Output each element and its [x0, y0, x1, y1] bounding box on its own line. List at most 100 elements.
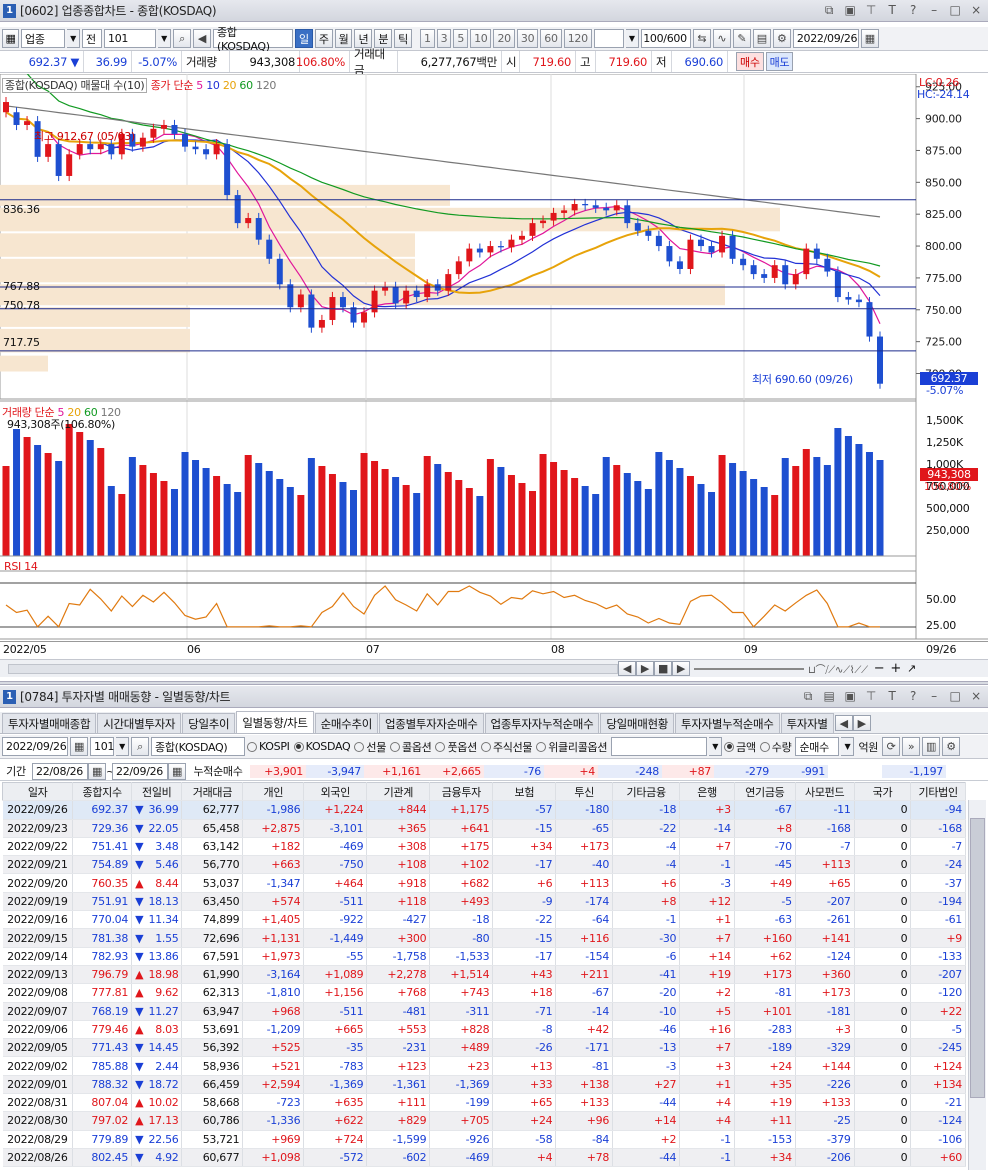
period-year-button[interactable]: 년 [354, 29, 373, 48]
font-icon[interactable]: T [888, 3, 896, 17]
column-header[interactable]: 기관계 [366, 781, 431, 802]
next-icon[interactable]: » [902, 737, 921, 756]
help-icon[interactable]: ? [909, 689, 917, 703]
link-icon[interactable]: ⧉ [824, 3, 834, 17]
table-row[interactable]: 2022/09/07 768.19 ▼ 11.27 63,947 +968 -511 -481… [2, 1002, 966, 1021]
column-header[interactable]: 개인 [242, 781, 305, 802]
period-from-input[interactable]: 22/08/26 [32, 762, 88, 780]
print-icon[interactable]: ▤ [823, 689, 835, 703]
market-select[interactable]: 업종 [21, 29, 65, 48]
minimize-icon[interactable]: – [931, 3, 937, 17]
chevron-down-icon[interactable]: ▼ [625, 29, 639, 48]
tab-intraday-trend[interactable]: 당일추이 [182, 713, 236, 733]
radio-weekly-call[interactable]: 위클리콜옵션 [536, 739, 607, 755]
table-row[interactable]: 2022/09/05 771.43 ▼ 14.45 56,392 +525 -35 -231 +… [2, 1038, 966, 1058]
buy-button[interactable]: 매수 [736, 52, 764, 71]
min-10-button[interactable]: 10 [470, 29, 492, 48]
column-header[interactable]: 기타금융 [612, 781, 681, 802]
mode-select[interactable]: 순매수 [795, 737, 840, 756]
table-row[interactable]: 2022/09/13 796.79 ▲ 18.98 61,990 -3,164 +1,089… [2, 965, 966, 985]
radio-stock-futures[interactable]: 주식선물 [480, 739, 533, 755]
period-week-button[interactable]: 주 [314, 29, 333, 48]
table-row[interactable]: 2022/09/23 729.36 ▼ 22.05 65,458 +2,875 -3,101… [2, 819, 966, 838]
chevron-down-icon[interactable]: ▼ [841, 737, 855, 756]
table-row[interactable]: 2022/09/26 692.37 ▼ 36.99 62,777 -1,986 +1,224… [2, 800, 966, 820]
min-20-button[interactable]: 20 [493, 29, 515, 48]
tab-investor-summary[interactable]: 투자자별매매종합 [2, 713, 97, 733]
column-header[interactable]: 전일비 [131, 781, 183, 802]
tab-scroll-right-icon[interactable]: ▶ [852, 715, 871, 731]
column-header[interactable]: 종합지수 [72, 781, 133, 802]
column-header[interactable]: 거래대금 [181, 781, 244, 802]
table-row[interactable]: 2022/08/26 802.45 ▼ 4.92 60,677 +1,098 -572 -60… [2, 1148, 966, 1168]
custom-period-input[interactable] [593, 29, 624, 48]
filter-code-input[interactable]: 101 [90, 737, 114, 756]
rsi-legend[interactable]: RSI 14 [4, 560, 38, 573]
scroll-track[interactable] [8, 663, 618, 674]
tab-investor-more[interactable]: 투자자별 [780, 713, 834, 733]
close-icon[interactable]: × [971, 3, 981, 17]
table-row[interactable]: 2022/09/16 770.04 ▼ 11.34 74,899 +1,405 -922 -4… [2, 910, 966, 930]
close-icon[interactable]: × [971, 689, 981, 703]
save-icon[interactable]: ▤ [752, 29, 771, 48]
font-icon[interactable]: T [888, 689, 896, 703]
scroll-left-icon[interactable]: ◀ [618, 661, 636, 676]
tab-investor-cum-net-buy[interactable]: 투자자별누적순매수 [675, 713, 780, 733]
table-row[interactable]: 2022/09/19 751.91 ▼ 18.13 63,450 +574 -511 +118… [2, 892, 966, 912]
refresh-icon[interactable]: ⟳ [882, 737, 901, 756]
table-row[interactable]: 2022/09/21 754.89 ▼ 5.46 56,770 +663 -750 +108 +… [2, 855, 966, 875]
chart-window-titlebar[interactable]: 1 [0602] 업종종합차트 - 종합(KOSDAQ) ⧉ ▣ ⊤ T ? –… [0, 0, 988, 22]
period-tick-button[interactable]: 틱 [394, 29, 412, 48]
radio-put[interactable]: 풋옵션 [435, 739, 477, 755]
volume-legend[interactable]: 거래량 단순 5 20 60 120 [2, 404, 121, 420]
table-row[interactable]: 2022/09/22 751.41 ▼ 3.48 63,142 +182 -469 +308 +… [2, 837, 966, 857]
column-header[interactable]: 투신 [555, 781, 614, 802]
chart-icon[interactable]: ▥ [922, 737, 941, 756]
zoom-out-icon[interactable]: − [873, 661, 885, 676]
zoom-slider[interactable] [694, 667, 804, 670]
radio-kosdaq[interactable]: KOSDAQ [293, 740, 351, 753]
filter-date-input[interactable]: 2022/09/26 [2, 737, 68, 756]
chevron-down-icon[interactable]: ▼ [158, 29, 171, 48]
price-legend[interactable]: 종합(KOSDAQ) 매물대 수(10) 종가 단순 5 10 20 60 12… [2, 77, 276, 93]
tab-sector-net-buy[interactable]: 업종별투자자순매수 [379, 713, 484, 733]
zoom-in-icon[interactable]: + [890, 661, 901, 676]
table-row[interactable]: 2022/09/15 781.38 ▼ 1.55 72,696 +1,131 -1,449 +… [2, 928, 966, 948]
calendar-icon[interactable]: ▦ [88, 762, 106, 780]
tab-scroll-left-icon[interactable]: ◀ [834, 715, 853, 731]
search-icon[interactable]: ⌕ [131, 737, 149, 756]
radio-futures[interactable]: 선물 [354, 739, 386, 755]
radio-amount[interactable]: 금액 [724, 739, 756, 755]
period-min-button[interactable]: 분 [374, 29, 393, 48]
tile-icon[interactable]: ▣ [844, 3, 856, 17]
table-scroll-thumb[interactable] [970, 818, 985, 1098]
link-icon[interactable]: ⧉ [803, 689, 813, 703]
tab-daily-chart[interactable]: 일별동향/차트 [236, 711, 314, 733]
table-row[interactable]: 2022/09/20 760.35 ▲ 8.44 53,037 -1,347 +464 +91… [2, 873, 966, 893]
radio-quantity[interactable]: 수량 [759, 739, 792, 755]
gear-icon[interactable]: ⚙ [942, 737, 961, 756]
fit-icon[interactable]: ⇆ [692, 29, 711, 48]
table-row[interactable]: 2022/09/14 782.93 ▼ 13.86 67,591 +1,973 -55 -1,… [2, 947, 966, 966]
code-input[interactable]: 101 [104, 29, 156, 48]
expand-icon[interactable]: ↗ [906, 662, 916, 675]
help-icon[interactable]: ? [909, 3, 917, 17]
column-header[interactable]: 외국인 [303, 781, 368, 802]
minimize-icon[interactable]: – [931, 689, 937, 703]
column-header[interactable]: 은행 [679, 781, 735, 802]
column-header[interactable]: 국가 [853, 781, 912, 802]
column-header[interactable]: 금융투자 [429, 781, 494, 802]
pin-icon[interactable]: ⊤ [865, 3, 877, 17]
period-month-button[interactable]: 월 [334, 29, 353, 48]
calendar-icon[interactable]: ▦ [168, 762, 186, 780]
kind-select[interactable]: 전 [82, 29, 102, 48]
column-header[interactable]: 연기금등 [733, 781, 796, 802]
min-60-button[interactable]: 60 [540, 29, 562, 48]
tab-sector-cum-net-buy[interactable]: 업종투자자누적순매수 [484, 713, 600, 733]
period-to-input[interactable]: 22/09/26 [112, 762, 168, 780]
table-row[interactable]: 2022/09/08 777.81 ▲ 9.62 62,313 -1,810 +1,156 +… [2, 983, 966, 1003]
date-input[interactable]: 2022/09/26 [792, 29, 859, 48]
chevron-down-icon[interactable]: ▼ [709, 737, 723, 756]
tab-net-buy-trend[interactable]: 순매수추이 [314, 713, 379, 733]
radio-kospi[interactable]: KOSPI [247, 740, 290, 753]
